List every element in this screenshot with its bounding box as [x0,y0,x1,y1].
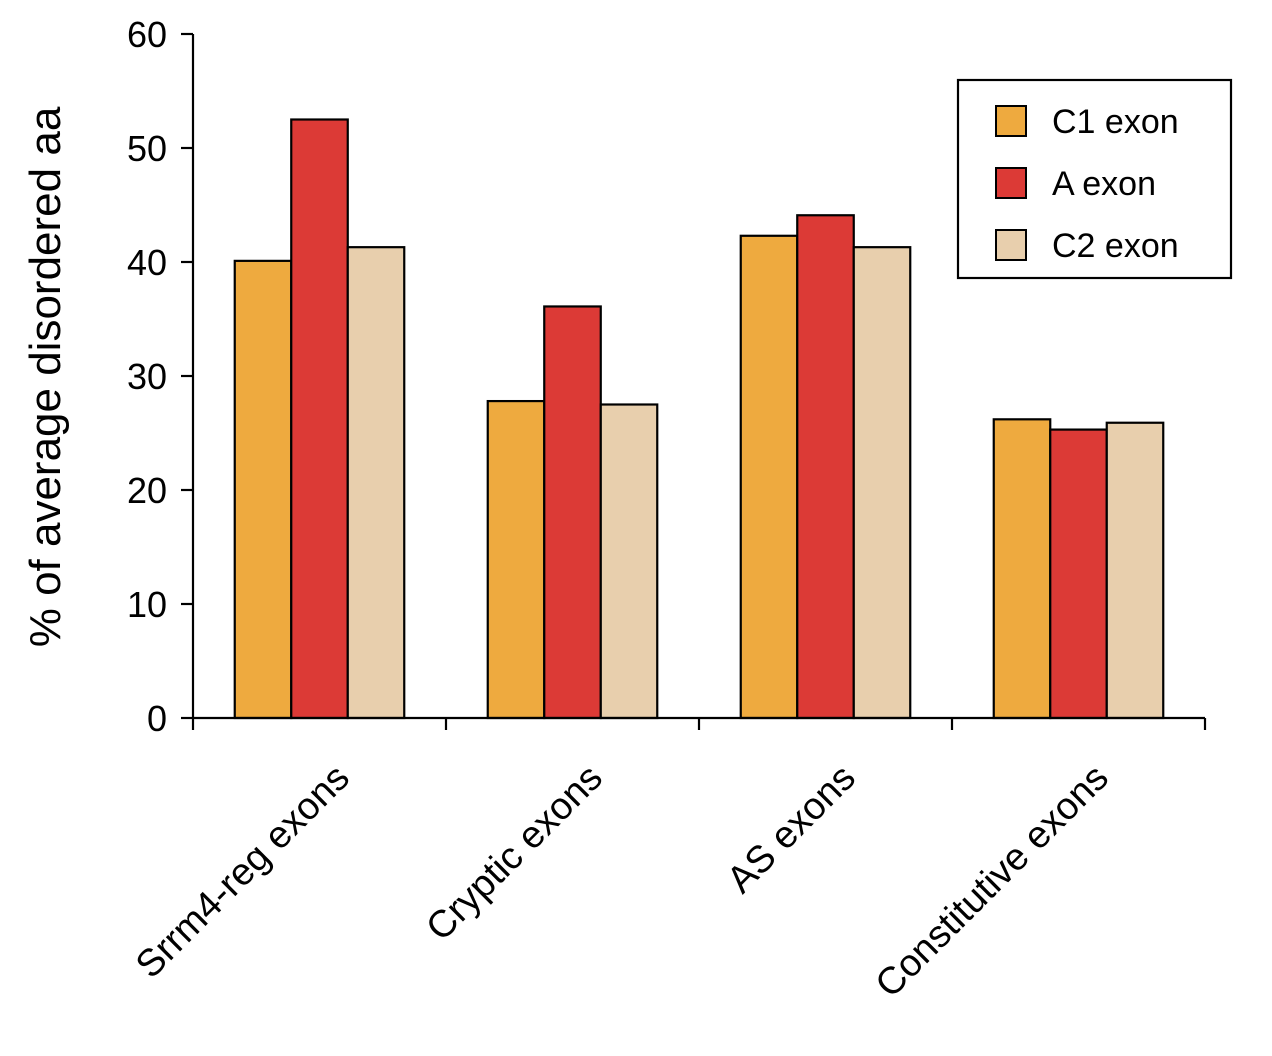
legend-swatch-c1-exon [995,105,1027,137]
bar-a-exon-as-exons [796,214,855,720]
legend-label-c2-exon: C2 exon [1052,227,1179,265]
x-tick-label-as-exons: AS exons [719,757,864,902]
legend: C1 exon A exon C2 exon [956,78,1233,280]
y-tick-label: 20 [127,470,167,511]
bar-a-exon-constitutive-exons [1049,428,1108,720]
bar-c2-exon-srrm4-reg-exons [346,246,406,720]
y-tick-label: 30 [127,356,167,397]
legend-swatch-a-exon [995,167,1027,199]
y-tick-label: 40 [127,242,167,283]
bar-a-exon-srrm4-reg-exons [290,118,349,720]
y-tick-label: 0 [147,698,167,739]
bar-c1-exon-constitutive-exons [992,418,1052,720]
bar-c2-exon-constitutive-exons [1105,421,1165,720]
bars-group [233,118,1165,720]
x-tick-label-constitutive-exons: Constitutive exons [868,757,1117,1006]
y-tick-label: 10 [127,584,167,625]
bar-a-exon-cryptic-exons [543,305,602,720]
x-axis: Srrm4-reg exons Cryptic exons AS exons Cons… [128,716,1207,1006]
bar-c2-exon-as-exons [852,246,912,720]
y-axis-label: % of average disordered aa [21,106,70,647]
bar-c1-exon-as-exons [739,234,799,720]
bar-c1-exon-srrm4-reg-exons [233,259,293,720]
y-tick-label: 60 [127,14,167,55]
y-axis: 0 10 20 30 40 50 60 [127,14,195,739]
legend-label-a-exon: A exon [1052,165,1156,203]
bar-c2-exon-cryptic-exons [599,403,659,720]
y-tick-label: 50 [127,128,167,169]
legend-swatch-c2-exon [995,229,1027,261]
bar-c1-exon-cryptic-exons [486,399,546,720]
x-tick-label-srrm4-reg-exons: Srrm4-reg exons [128,757,358,987]
x-tick-label-cryptic-exons: Cryptic exons [418,757,610,949]
legend-label-c1-exon: C1 exon [1052,103,1179,141]
